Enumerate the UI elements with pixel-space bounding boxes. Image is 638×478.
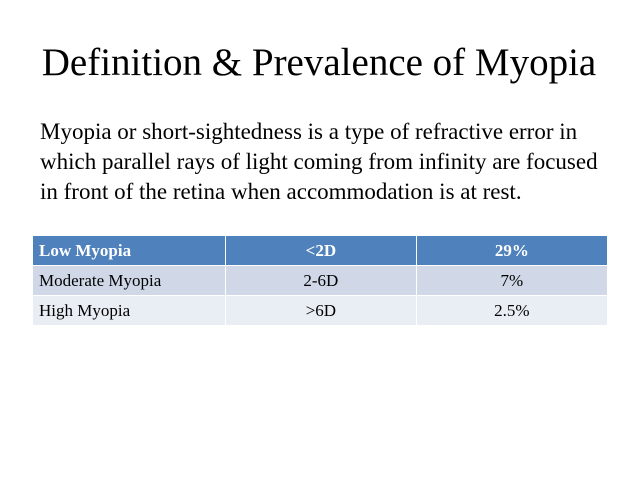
row-range-cell: 2-6D xyxy=(225,265,417,296)
header-cell-range: <2D xyxy=(225,236,417,266)
row-percent-cell: 7% xyxy=(416,265,607,296)
header-cell-percent: 29% xyxy=(416,236,607,266)
row-percent-cell: 2.5% xyxy=(416,295,607,326)
definition-text: Myopia or short-sightedness is a type of… xyxy=(40,119,598,204)
table-header-row: Low Myopia <2D 29% xyxy=(33,236,607,266)
row-label-cell: High Myopia xyxy=(33,295,226,326)
header-cell-label: Low Myopia xyxy=(33,236,226,266)
row-label-cell: Moderate Myopia xyxy=(33,265,226,296)
slide-title: Definition & Prevalence of Myopia xyxy=(41,41,597,84)
table-row: Moderate Myopia 2-6D 7% xyxy=(33,265,607,296)
prevalence-table: Low Myopia <2D 29% Moderate Myopia 2-6D … xyxy=(33,236,607,326)
table-row: High Myopia >6D 2.5% xyxy=(33,295,607,326)
row-range-cell: >6D xyxy=(225,295,417,326)
